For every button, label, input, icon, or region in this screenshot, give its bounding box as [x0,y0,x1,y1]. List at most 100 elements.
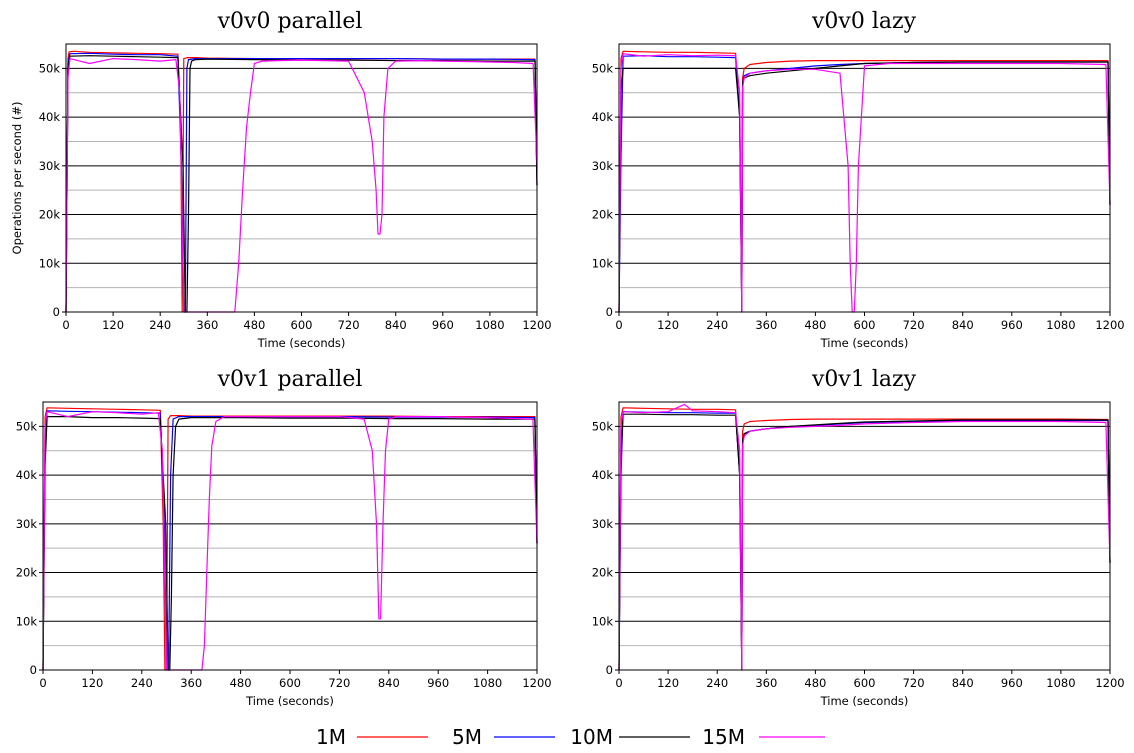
y-tick-label: 10k [39,256,61,270]
series-line-1M [42,407,538,671]
x-tick-label: 960 [432,318,454,332]
x-tick-label: 600 [854,676,876,690]
series-line-1M [618,50,1111,313]
x-tick-label: 840 [378,676,400,690]
series-line-15M [65,57,538,313]
chart-panels: v0v0 parallel 0 10k 20k 30k 40k 50k 0 120 240 360 4… [10,9,1125,708]
x-tick-label: 480 [804,318,826,332]
y-tick-label: 30k [39,159,61,173]
x-tick-label: 1080 [473,676,502,690]
x-tick-label: 360 [755,318,777,332]
y-tick-label: 30k [16,517,38,531]
legend: 1M 5M 10M 15M [316,725,825,749]
x-tick-label: 960 [1001,676,1023,690]
x-tick-label: 720 [903,318,925,332]
y-tick-label: 10k [592,256,614,270]
x-tick-label: 0 [39,676,46,690]
series-line-1M [618,407,1111,671]
x-tick-label: 840 [385,318,407,332]
series-line-10M [618,413,1111,671]
x-axis-label: Time (seconds) [820,336,909,350]
y-tick-label: 0 [30,663,37,677]
chart-title: v0v0 parallel [217,9,363,34]
y-tick-label: 20k [592,566,614,580]
x-tick-label: 960 [427,676,449,690]
chart-title: v0v1 parallel [217,367,363,392]
chart-panel: v0v1 lazy 0 10k 20k 30k 40k 50k 0 120 240 360 480 60… [592,367,1125,708]
legend-item-10M: 10M [570,725,690,749]
y-tick-label: 20k [592,208,614,222]
series-line-15M [618,403,1111,671]
plot-frame [65,43,538,313]
y-tick-label: 30k [592,517,614,531]
y-tick-label: 50k [592,419,614,433]
x-tick-label: 1200 [522,318,551,332]
x-tick-label: 360 [180,676,202,690]
legend-label: 10M [570,725,613,749]
x-tick-label: 360 [196,318,218,332]
x-tick-label: 1080 [1046,318,1075,332]
legend-item-15M: 15M [702,725,825,749]
y-tick-label: 50k [16,419,38,433]
x-tick-label: 1200 [1095,318,1124,332]
y-axis-label: Operations per second (#) [10,102,24,255]
x-tick-label: 840 [952,676,974,690]
y-tick-label: 10k [16,614,38,628]
x-tick-label: 1200 [1095,676,1124,690]
x-tick-label: 720 [328,676,350,690]
x-axis-label: Time (seconds) [820,694,909,708]
x-tick-label: 960 [1001,318,1023,332]
legend-item-1M: 1M [316,725,428,749]
x-tick-label: 120 [657,676,679,690]
y-tick-label: 10k [592,614,614,628]
y-tick-label: 50k [39,61,61,75]
plot-frame [618,401,1111,671]
y-tick-label: 20k [16,566,38,580]
plot-frame [42,401,538,671]
x-tick-label: 120 [81,676,103,690]
x-tick-label: 240 [149,318,171,332]
x-tick-label: 360 [755,676,777,690]
x-tick-label: 720 [338,318,360,332]
x-tick-label: 480 [230,676,252,690]
x-tick-label: 1080 [1046,676,1075,690]
y-tick-label: 40k [592,468,614,482]
chart-panel: v0v1 parallel 0 10k 20k 30k 40k 50k 0 120 240 360 4… [16,367,552,708]
y-tick-label: 50k [592,61,614,75]
x-tick-label: 600 [279,676,301,690]
x-axis-label: Time (seconds) [245,694,334,708]
y-tick-label: 0 [606,305,613,319]
x-tick-label: 0 [615,318,622,332]
series-line-1M [65,50,538,313]
series-line-5M [65,52,538,313]
x-tick-label: 480 [804,676,826,690]
series-line-10M [42,416,538,671]
x-tick-label: 720 [903,676,925,690]
x-tick-label: 0 [62,318,69,332]
y-tick-label: 30k [592,159,614,173]
chart-title: v0v0 lazy [811,9,917,34]
x-tick-label: 240 [706,676,728,690]
x-tick-label: 840 [952,318,974,332]
series-line-10M [618,61,1111,313]
legend-label: 1M [316,725,346,749]
x-tick-label: 1200 [522,676,551,690]
x-tick-label: 1080 [475,318,504,332]
series-line-5M [42,410,538,671]
x-tick-label: 600 [291,318,313,332]
x-tick-label: 600 [854,318,876,332]
x-tick-label: 240 [706,318,728,332]
chart-panel: v0v0 lazy 0 10k 20k 30k 40k 50k 0 120 240 360 480 60… [592,9,1125,350]
y-tick-label: 40k [592,110,614,124]
legend-label: 5M [452,725,482,749]
chart-title: v0v1 lazy [811,367,917,392]
y-tick-label: 0 [53,305,60,319]
series-line-5M [618,55,1111,313]
chart-panel: v0v0 parallel 0 10k 20k 30k 40k 50k 0 120 240 360 4… [10,9,552,350]
y-tick-label: 40k [16,468,38,482]
y-tick-label: 0 [606,663,613,677]
plot-frame [618,43,1111,313]
x-tick-label: 240 [131,676,153,690]
x-tick-label: 480 [243,318,265,332]
